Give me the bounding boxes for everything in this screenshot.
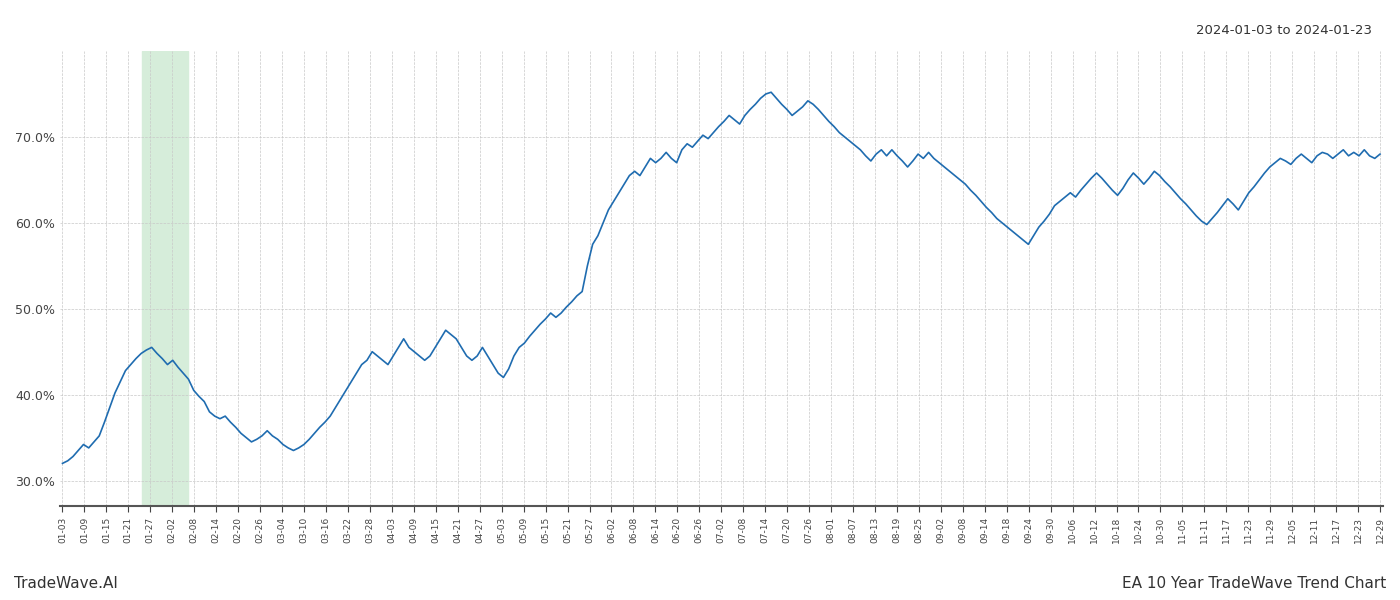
Text: 2024-01-03 to 2024-01-23: 2024-01-03 to 2024-01-23 xyxy=(1196,24,1372,37)
Text: EA 10 Year TradeWave Trend Chart: EA 10 Year TradeWave Trend Chart xyxy=(1121,576,1386,591)
Bar xyxy=(141,51,188,506)
Text: TradeWave.AI: TradeWave.AI xyxy=(14,576,118,591)
